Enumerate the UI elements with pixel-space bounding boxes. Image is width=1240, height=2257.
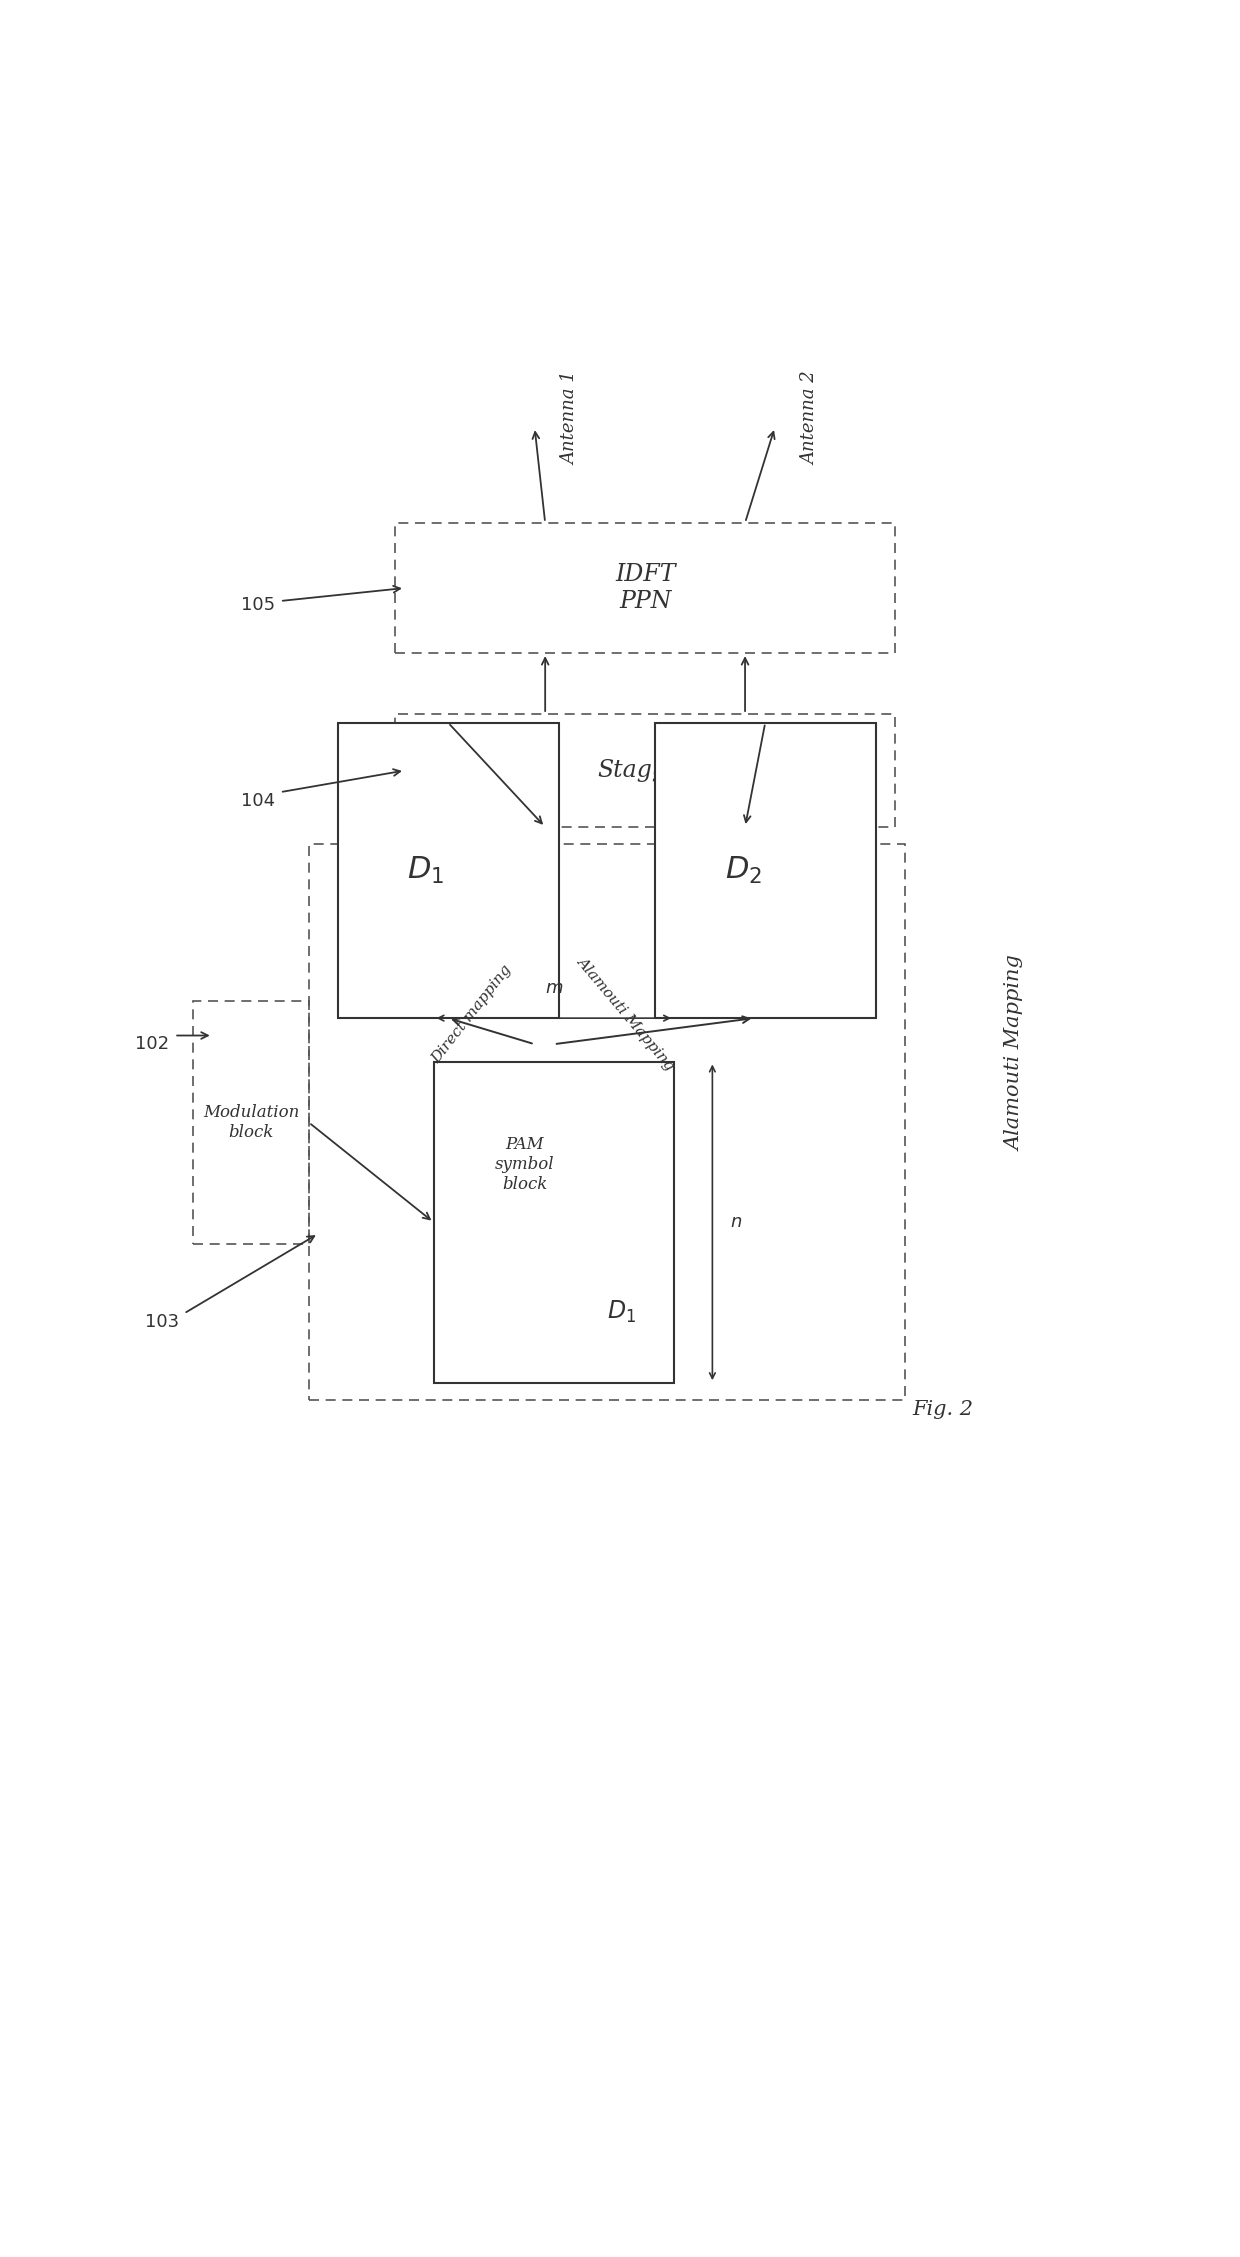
Text: 102: 102 xyxy=(135,1036,170,1054)
Bar xyxy=(337,722,559,1018)
Text: Modulation
block: Modulation block xyxy=(203,1104,299,1140)
Text: Stagger: Stagger xyxy=(598,758,693,781)
Text: $m$: $m$ xyxy=(544,980,563,998)
Bar xyxy=(193,1000,309,1244)
Text: Direct mapping: Direct mapping xyxy=(429,961,515,1065)
Text: Antenna 1: Antenna 1 xyxy=(562,372,579,465)
Text: 105: 105 xyxy=(241,596,275,614)
Bar xyxy=(655,722,875,1018)
Text: $D_2$: $D_2$ xyxy=(724,855,761,887)
Text: $D_1$: $D_1$ xyxy=(606,1300,636,1325)
Text: 103: 103 xyxy=(145,1314,179,1332)
Text: $D_1$: $D_1$ xyxy=(408,855,445,887)
Text: Fig. 2: Fig. 2 xyxy=(913,1399,973,1420)
Text: Alamouti Mapping: Alamouti Mapping xyxy=(574,955,677,1072)
Text: Alamouti Mapping: Alamouti Mapping xyxy=(1006,955,1024,1151)
Text: PAM
symbol
block: PAM symbol block xyxy=(495,1135,554,1192)
Bar xyxy=(309,844,905,1399)
Text: $n$: $n$ xyxy=(729,1214,742,1232)
Bar xyxy=(396,713,895,826)
Text: 104: 104 xyxy=(241,792,275,810)
Text: IDFT
PPN: IDFT PPN xyxy=(615,564,676,614)
Text: Antenna 2: Antenna 2 xyxy=(802,372,820,465)
Bar xyxy=(396,524,895,652)
Bar xyxy=(434,1061,675,1384)
